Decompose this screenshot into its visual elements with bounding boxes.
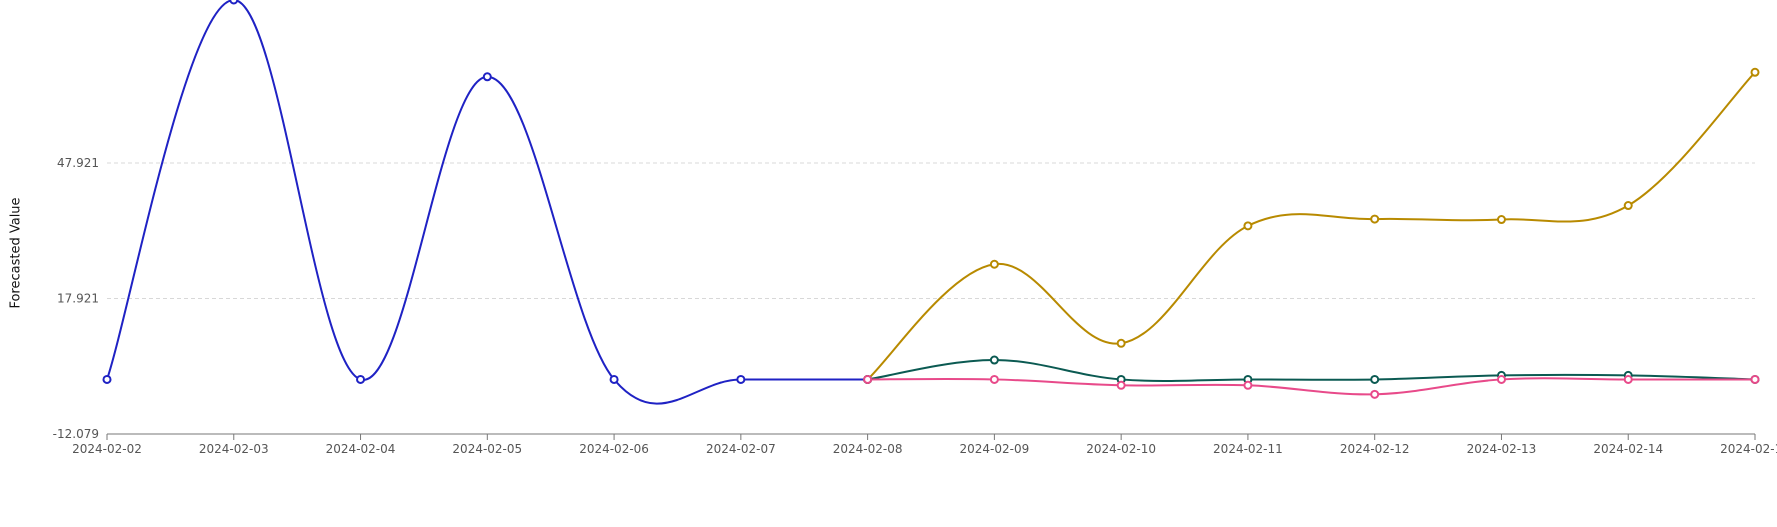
series-point-1 <box>1116 338 1126 348</box>
series-point-2 <box>989 355 999 365</box>
series-point-3 <box>1370 389 1380 399</box>
x-tick-label: 2024-02-05 <box>452 442 522 456</box>
x-tick-label: 2024-02-07 <box>706 442 776 456</box>
tick-layer: -12.079 17.921 47.921 2024-02-02 2024-02-03 2… <box>53 156 1777 456</box>
series-point-1 <box>1370 214 1380 224</box>
points-layer <box>102 0 1760 399</box>
x-tick-label: 2024-02-15 <box>1720 442 1777 456</box>
y-tick-label: 17.921 <box>57 291 99 305</box>
series-line-1 <box>866 71 1756 381</box>
series-point-1 <box>1750 67 1760 77</box>
x-tick-label: 2024-02-14 <box>1593 442 1663 456</box>
y-axis-title: Forecasted Value <box>8 197 24 309</box>
series-point-3 <box>1750 374 1760 384</box>
series-point-3 <box>1496 374 1506 384</box>
series-point-3 <box>863 374 873 384</box>
x-tick-label: 2024-02-08 <box>833 442 903 456</box>
y-tick-label: 47.921 <box>57 156 99 170</box>
x-tick-label: 2024-02-10 <box>1086 442 1156 456</box>
series-point-0 <box>356 374 366 384</box>
grid-layer <box>107 162 1755 299</box>
series-point-3 <box>1116 380 1126 390</box>
y-tick-label: -12.079 <box>53 427 99 441</box>
x-tick-label: 2024-02-12 <box>1340 442 1410 456</box>
series-point-0 <box>482 72 492 82</box>
x-tick-label: 2024-02-09 <box>960 442 1030 456</box>
series-point-1 <box>1496 215 1506 225</box>
series-line-0 <box>106 0 869 405</box>
series-point-2 <box>1370 374 1380 384</box>
x-tick-label: 2024-02-04 <box>326 442 396 456</box>
series-point-1 <box>989 259 999 269</box>
series-point-1 <box>1623 201 1633 211</box>
series-point-0 <box>229 0 239 5</box>
series-point-3 <box>989 374 999 384</box>
x-tick-label: 2024-02-03 <box>199 442 269 456</box>
series-point-0 <box>609 374 619 384</box>
x-tick-label: 2024-02-06 <box>579 442 649 456</box>
series-point-3 <box>1623 374 1633 384</box>
series-point-0 <box>102 374 112 384</box>
series-point-1 <box>1243 221 1253 231</box>
x-tick-label: 2024-02-13 <box>1467 442 1537 456</box>
series-point-0 <box>736 374 746 384</box>
series-layer <box>106 0 1756 405</box>
series-line-3 <box>866 377 1756 396</box>
x-tick-label: 2024-02-11 <box>1213 442 1283 456</box>
x-tick-label: 2024-02-02 <box>72 442 142 456</box>
series-line-2 <box>866 359 1756 382</box>
series-point-3 <box>1243 380 1253 390</box>
